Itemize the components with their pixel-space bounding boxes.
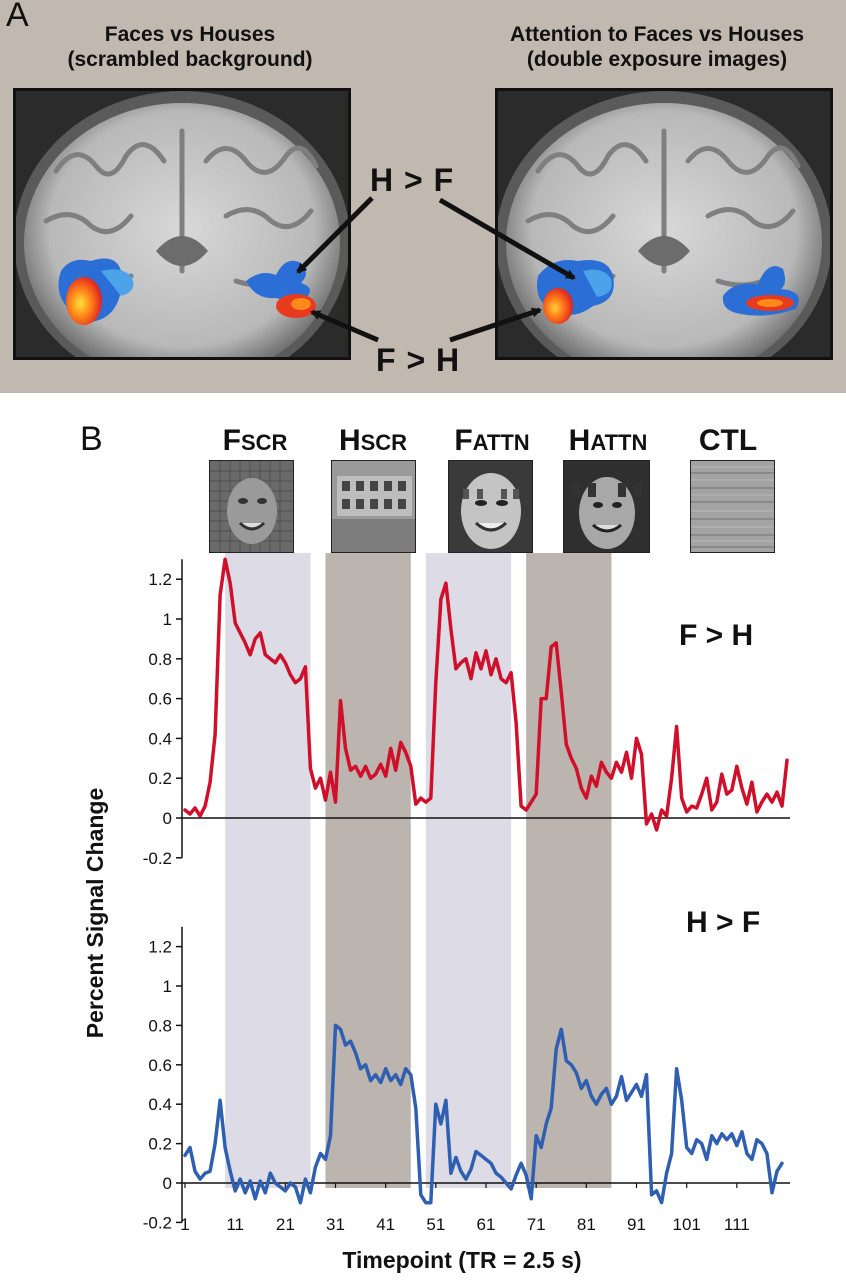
arrow-h-gt-f-left: [296, 196, 374, 274]
y-tick-label-bottom: 0: [163, 1174, 172, 1193]
y-tick-label-bottom: 1.2: [148, 938, 172, 957]
arrow-h-gt-f-right: [438, 197, 576, 281]
right-brain-image: [498, 91, 830, 357]
y-tick-label-top: 0.8: [148, 650, 172, 669]
condition-label-hattn-small: ATTN: [590, 430, 648, 455]
y-tick-label-bottom: 0.4: [148, 1095, 172, 1114]
panel-a: A Faces vs Houses (scrambled background)…: [0, 0, 846, 393]
x-tick-label: 31: [326, 1215, 345, 1234]
y-tick-label-top: -0.2: [143, 849, 172, 868]
y-tick-label-bottom: 0.8: [148, 1016, 172, 1035]
condition-blocks: [225, 553, 612, 1188]
x-tick-label: 11: [226, 1215, 244, 1234]
arrow-f-gt-h-left: [310, 309, 379, 343]
right-title: Attention to Faces vs Houses (double exp…: [468, 22, 846, 72]
y-tick-label-bottom: 0.2: [148, 1135, 172, 1154]
condition-block-2: [325, 553, 411, 1188]
condition-label-fattn-big: F: [454, 424, 473, 457]
thumb-face-scrambled: [209, 460, 294, 553]
y-tick-label-top: 0.4: [148, 729, 172, 748]
condition-block-4: [526, 553, 612, 1188]
condition-label-fattn-small: ATTN: [472, 430, 530, 455]
x-tick-label: 111: [724, 1215, 750, 1234]
left-brain-image: [16, 91, 348, 357]
condition-label-ctl: CTL: [678, 424, 778, 458]
condition-label-hattn: HATTN: [548, 424, 668, 458]
y-axis-title: Percent Signal Change: [82, 788, 108, 1039]
condition-label-hscr-big: H: [338, 424, 361, 457]
x-tick-label: 91: [627, 1215, 646, 1234]
series-label-f-gt-h: F > H: [679, 619, 753, 652]
left-title-line2: (scrambled background): [67, 48, 313, 71]
y-tick-label-top: 1.2: [148, 570, 172, 589]
condition-block-1: [225, 553, 311, 1188]
condition-label-hscr: HSCR: [323, 424, 423, 458]
condition-label-fscr-big: F: [222, 424, 241, 457]
x-tick-label: 71: [527, 1215, 546, 1234]
condition-label-hattn-big: H: [568, 424, 591, 457]
y-tick-label-top: 0: [163, 809, 172, 828]
left-title: Faces vs Houses (scrambled background): [20, 22, 360, 72]
y-tick-label-top: 0.6: [148, 690, 172, 709]
condition-label-fscr-small: SCR: [240, 430, 288, 455]
x-tick-label: 1: [180, 1215, 189, 1234]
chart-axes: -0.2-0.2000.20.20.40.40.60.60.80.8111.21…: [143, 559, 790, 1234]
series-line-f-gt-h: [183, 557, 789, 832]
thumb-house-scrambled: [331, 460, 416, 553]
condition-label-fscr: FSCR: [205, 424, 305, 458]
thumb-face-attention: [448, 460, 533, 553]
y-tick-label-top: 0.2: [148, 769, 172, 788]
chart-series: [183, 557, 789, 1205]
y-tick-label-bottom: 1: [163, 977, 172, 996]
x-tick-label: 81: [577, 1215, 596, 1234]
right-title-line2: (double exposure images): [526, 48, 788, 71]
x-tick-label: 61: [477, 1215, 496, 1234]
y-tick-label-bottom: 0.6: [148, 1056, 172, 1075]
series-line-h-gt-f: [183, 1023, 784, 1205]
callout-f-gt-h: F > H: [376, 342, 461, 378]
condition-label-ctl-big: CTL: [698, 424, 758, 457]
series-label-h-gt-f: H > F: [686, 906, 760, 939]
panel-a-arrows: [296, 196, 576, 343]
x-axis-title: Timepoint (TR = 2.5 s): [342, 1247, 581, 1273]
condition-label-fattn: FATTN: [432, 424, 552, 458]
x-tick-label: 51: [426, 1215, 445, 1234]
thumb-house-attention: [563, 460, 650, 553]
x-tick-label: 21: [276, 1215, 295, 1234]
right-brain-slice: [495, 88, 833, 360]
y-tick-label-bottom: -0.2: [143, 1213, 172, 1232]
arrow-f-gt-h-right: [449, 307, 542, 343]
panel-a-letter: A: [6, 0, 29, 34]
y-tick-label-top: 1: [163, 610, 172, 629]
callout-h-gt-f: H > F: [370, 162, 455, 198]
x-tick-label: 41: [376, 1215, 395, 1234]
panel-b-letter: B: [80, 420, 103, 458]
right-title-line1: Attention to Faces vs Houses: [509, 23, 805, 46]
left-title-line1: Faces vs Houses: [104, 23, 276, 46]
x-tick-label: 101: [672, 1215, 700, 1234]
condition-label-hscr-small: SCR: [360, 430, 408, 455]
left-brain-slice: [13, 88, 351, 360]
thumb-control-noise: [690, 460, 775, 553]
